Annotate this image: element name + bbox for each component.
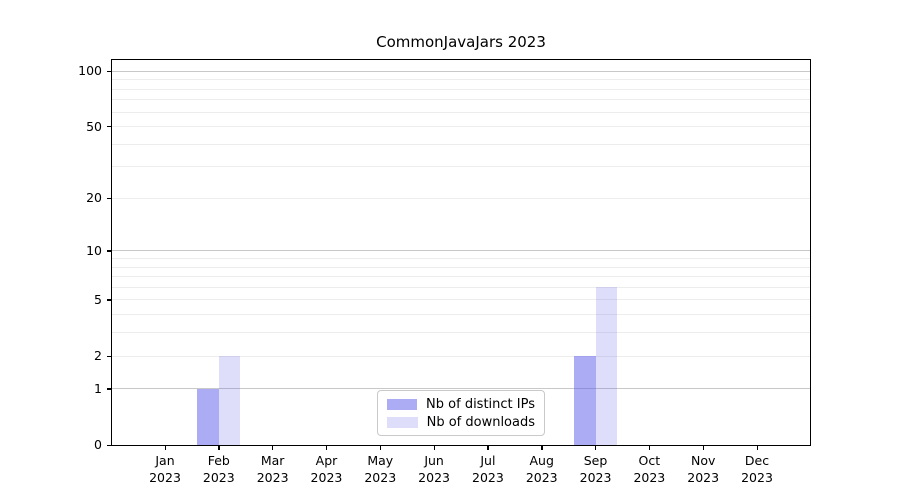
- x-tick-label: Jun 2023: [406, 453, 462, 486]
- y-gridline-minor: [112, 286, 810, 288]
- x-tick-label: Jul 2023: [460, 453, 516, 486]
- y-tick: [107, 388, 111, 390]
- y-gridline-minor: [112, 166, 810, 168]
- y-gridline-minor: [112, 143, 810, 145]
- legend: Nb of distinct IPs Nb of downloads: [377, 390, 545, 436]
- x-tick-label-month: May: [367, 453, 394, 468]
- x-tick-label: Apr 2023: [298, 453, 354, 486]
- y-gridline-minor: [112, 355, 810, 357]
- y-gridline-minor: [112, 126, 810, 128]
- y-tick-label: 1: [94, 380, 102, 396]
- y-tick-label: 100: [78, 63, 102, 79]
- x-tick-label: Mar 2023: [245, 453, 301, 486]
- x-tick-label-year: 2023: [149, 469, 181, 485]
- x-tick: [595, 446, 597, 450]
- y-tick-label: 50: [86, 118, 102, 134]
- y-gridline-minor: [112, 266, 810, 268]
- y-tick: [107, 126, 111, 128]
- y-tick: [107, 250, 111, 252]
- y-tick-label: 5: [94, 291, 102, 307]
- x-tick: [218, 446, 220, 450]
- x-tick-label: May 2023: [352, 453, 408, 486]
- bar-nb-of-distinct-ips-feb: [197, 388, 219, 445]
- y-gridline-minor: [112, 332, 810, 334]
- x-tick-label-month: Aug: [529, 453, 554, 468]
- x-tick-label: Dec 2023: [729, 453, 785, 486]
- y-tick-label: 2: [94, 348, 102, 364]
- x-tick-label-month: Mar: [260, 453, 285, 468]
- y-gridline-major: [112, 388, 810, 390]
- x-tick-label: Aug 2023: [514, 453, 570, 486]
- x-tick-label-year: 2023: [310, 469, 343, 485]
- y-gridline-minor: [112, 99, 810, 101]
- x-tick-label-year: 2023: [633, 469, 666, 485]
- x-tick-label-month: Nov: [690, 453, 716, 468]
- x-tick-label: Nov 2023: [675, 453, 731, 486]
- x-tick: [756, 446, 758, 450]
- x-tick: [541, 446, 543, 450]
- x-tick-label: Oct 2023: [621, 453, 677, 486]
- x-tick-label-year: 2023: [418, 469, 450, 485]
- legend-label-downloads: Nb of downloads: [426, 414, 535, 430]
- bar-nb-of-downloads-feb: [218, 356, 241, 445]
- x-tick-label-month: Apr: [315, 453, 338, 468]
- y-tick-label: 0: [94, 437, 102, 452]
- x-tick: [325, 446, 328, 450]
- y-gridline-minor: [112, 197, 810, 199]
- y-tick: [107, 197, 111, 200]
- legend-item-downloads: Nb of downloads: [387, 415, 535, 430]
- y-gridline-minor: [112, 258, 810, 259]
- y-gridline-minor: [112, 276, 810, 278]
- legend-swatch-downloads: [387, 416, 418, 428]
- x-tick-label-month: Jul: [480, 453, 496, 468]
- plot-area: [111, 59, 811, 446]
- y-tick: [107, 70, 111, 72]
- y-gridline-minor: [112, 111, 810, 113]
- x-tick: [648, 446, 651, 450]
- x-tick-label-year: 2023: [525, 469, 558, 485]
- y-tick-label: 20: [86, 190, 102, 206]
- x-tick-label: Feb 2023: [191, 453, 247, 486]
- x-tick-label-year: 2023: [687, 469, 720, 485]
- y-tick: [107, 299, 111, 301]
- y-tick: [107, 355, 111, 357]
- x-tick: [702, 446, 704, 450]
- y-gridline-major: [112, 70, 810, 72]
- x-tick: [433, 446, 435, 450]
- bar-nb-of-distinct-ips-sep: [574, 356, 596, 445]
- x-tick-label: Jan 2023: [137, 453, 193, 486]
- x-tick-label-month: Dec: [744, 453, 770, 468]
- y-tick-label: 10: [86, 242, 102, 258]
- y-tick: [107, 444, 111, 446]
- x-tick: [164, 446, 166, 450]
- bar-nb-of-downloads-sep: [595, 287, 618, 445]
- x-tick-label-year: 2023: [202, 469, 235, 485]
- x-tick-label-year: 2023: [472, 469, 504, 485]
- x-tick-label-year: 2023: [364, 469, 397, 485]
- x-tick-label-year: 2023: [579, 469, 612, 485]
- y-gridline-minor: [112, 88, 810, 90]
- x-tick-label: Sep 2023: [568, 453, 624, 486]
- x-tick-label-year: 2023: [741, 469, 773, 485]
- chart-title: CommonJavaJars 2023: [376, 33, 546, 51]
- x-tick: [272, 446, 274, 450]
- x-tick-label-year: 2023: [256, 469, 289, 485]
- x-tick-label-month: Jun: [424, 453, 444, 468]
- x-tick-label-month: Feb: [207, 453, 230, 468]
- y-gridline-major: [112, 250, 810, 252]
- legend-item-distinct-ips: Nb of distinct IPs: [387, 397, 535, 412]
- x-tick-label-month: Oct: [638, 453, 661, 468]
- x-tick: [379, 446, 382, 450]
- legend-swatch-distinct-ips: [387, 398, 418, 410]
- x-tick-label-month: Sep: [583, 453, 608, 468]
- y-gridline-minor: [112, 299, 810, 301]
- x-tick: [487, 446, 489, 450]
- x-tick-label-month: Jan: [155, 453, 175, 468]
- legend-label-distinct-ips: Nb of distinct IPs: [426, 396, 535, 412]
- y-gridline-minor: [112, 314, 810, 316]
- y-gridline-minor: [112, 79, 810, 81]
